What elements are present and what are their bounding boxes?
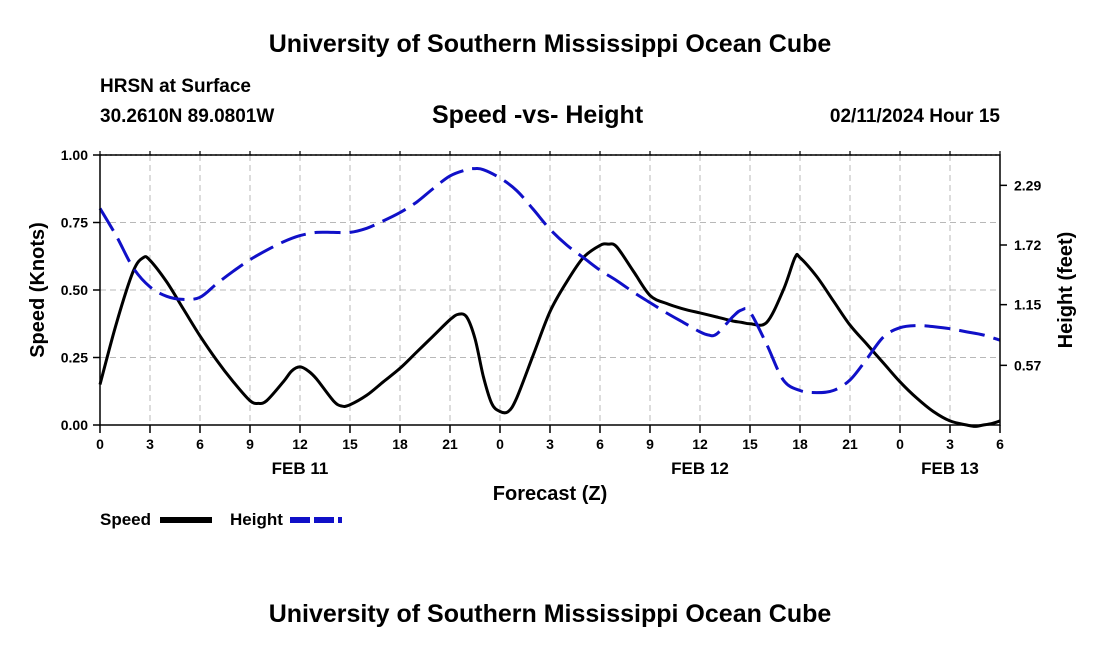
axes: 0 3 6 9 12 15 18 21 0 3 6 9 12 15 18 21 0 3 6 FEB 11 FEB 12 F… [27, 147, 1077, 505]
x-tick-label: 0 [496, 436, 504, 452]
bottom-title: University of Southern Mississippi Ocean… [268, 600, 832, 628]
y-tick-label: 0.75 [61, 215, 88, 231]
x-tick-label: 3 [946, 436, 954, 452]
legend-label-height: Height [230, 510, 283, 529]
y-tick-label: 0.00 [61, 417, 88, 433]
main-title: University of Southern Mississippi Ocean… [268, 30, 832, 58]
datetime-label: 02/11/2024 Hour 15 [829, 106, 1000, 127]
x-tick-label: 18 [392, 436, 408, 452]
x-axis-title: Forecast (Z) [493, 483, 607, 505]
x-tick-label: 0 [896, 436, 904, 452]
y2-axis-title: Height (feet) [1055, 232, 1077, 349]
legend: Speed Height [100, 510, 342, 529]
series-line-height [98, 167, 1001, 395]
grid [100, 154, 1000, 425]
y-tick-label: 0.50 [61, 282, 88, 298]
x-tick-label: 9 [646, 436, 654, 452]
station-label: HRSN at Surface [100, 76, 251, 97]
x-date-label: FEB 13 [921, 459, 979, 478]
x-tick-label: 15 [742, 436, 758, 452]
y2-tick-label: 1.72 [1014, 237, 1041, 253]
x-tick-label: 3 [546, 436, 554, 452]
x-tick-label: 6 [596, 436, 604, 452]
y2-tick-label: 0.57 [1014, 357, 1041, 373]
x-tick-label: 12 [692, 436, 708, 452]
x-tick-label: 21 [842, 436, 858, 452]
legend-label-speed: Speed [100, 510, 151, 529]
x-tick-label: 18 [792, 436, 808, 452]
y-tick-label: 0.25 [61, 350, 88, 366]
x-tick-label: 21 [442, 436, 458, 452]
x-date-label: FEB 11 [272, 459, 329, 478]
x-tick-label: 3 [146, 436, 154, 452]
y2-tick-label: 2.29 [1014, 177, 1041, 193]
x-tick-label: 9 [246, 436, 254, 452]
x-tick-label: 12 [292, 436, 308, 452]
series-layer [98, 167, 1001, 428]
x-date-label: FEB 12 [671, 459, 729, 478]
y2-tick-label: 1.15 [1014, 297, 1041, 313]
x-tick-label: 6 [996, 436, 1004, 452]
x-tick-label: 0 [96, 436, 104, 452]
y-tick-label: 1.00 [61, 147, 88, 163]
x-tick-label: 6 [196, 436, 204, 452]
y-axis-title: Speed (Knots) [27, 222, 49, 358]
series-line-speed [98, 242, 1001, 428]
x-tick-label: 15 [342, 436, 358, 452]
chart-title: Speed -vs- Height [432, 101, 644, 129]
coordinates-label: 30.2610N 89.0801W [100, 106, 275, 127]
